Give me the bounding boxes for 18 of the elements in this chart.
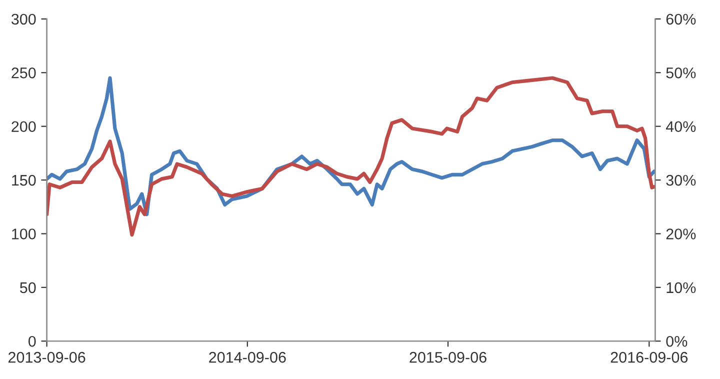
y-tick-label: 100 — [12, 228, 36, 240]
x-tick-label: 2014-09-06 — [209, 352, 286, 363]
x-tick-label: 2015-09-06 — [410, 352, 486, 363]
y-tick-label: 50 — [20, 282, 36, 294]
x-tick-label: 2016-09-06 — [610, 352, 688, 363]
y2-tick-label: 30% — [666, 174, 696, 186]
y2-tick-label: 10% — [666, 282, 696, 294]
y-tick-label: 300 — [11, 14, 36, 25]
y2-tick-label: 0% — [666, 336, 688, 347]
y-tick-label: 0 — [28, 336, 36, 347]
y2-tick-label: 20% — [666, 228, 696, 240]
y-tick-label: 150 — [12, 174, 36, 186]
y2-tick-label: 60% — [666, 14, 696, 25]
x-tick-label: 2013-09-06 — [8, 352, 86, 363]
y-tick-label: 250 — [12, 68, 36, 78]
y-tick-label: 200 — [12, 121, 36, 132]
y2-tick-label: 50% — [666, 68, 696, 78]
y2-tick-label: 40% — [666, 121, 696, 132]
